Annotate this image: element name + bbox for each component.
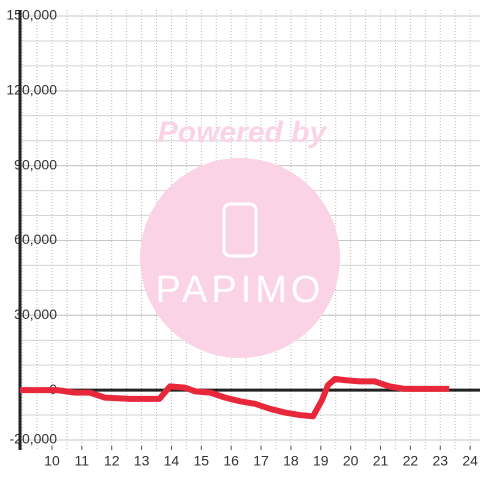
- x-tick-label: 16: [223, 453, 239, 469]
- grid: [20, 10, 480, 450]
- watermark: Powered by PAPIMO: [140, 116, 340, 358]
- y-tick-label: -20,000: [10, 431, 58, 447]
- y-tick-label: 60,000: [14, 231, 57, 247]
- x-tick-label: 21: [373, 453, 389, 469]
- y-tick-label: 150,000: [6, 7, 57, 23]
- x-tick-label: 18: [283, 453, 299, 469]
- x-tick-label: 20: [343, 453, 359, 469]
- x-tick-label: 17: [253, 453, 269, 469]
- x-tick-label: 13: [134, 453, 150, 469]
- x-tick-label: 23: [432, 453, 448, 469]
- y-tick-label: 120,000: [6, 82, 57, 98]
- x-tick-label: 15: [194, 453, 210, 469]
- watermark-circle: [140, 158, 340, 358]
- x-tick-label: 24: [462, 453, 478, 469]
- y-tick-label: 90,000: [14, 156, 57, 172]
- x-tick-label: 10: [44, 453, 60, 469]
- x-tick-label: 12: [104, 453, 120, 469]
- data-line: [20, 375, 450, 420]
- watermark-logo: PAPIMO: [156, 269, 325, 311]
- watermark-phone: [222, 202, 258, 258]
- y-tick-label: 30,000: [14, 306, 57, 322]
- x-tick-label: 14: [164, 453, 180, 469]
- watermark-title: Powered by: [158, 116, 328, 149]
- x-tick-label: 11: [75, 453, 90, 469]
- x-tick-label: 22: [403, 453, 419, 469]
- x-tick-label: 19: [313, 453, 329, 469]
